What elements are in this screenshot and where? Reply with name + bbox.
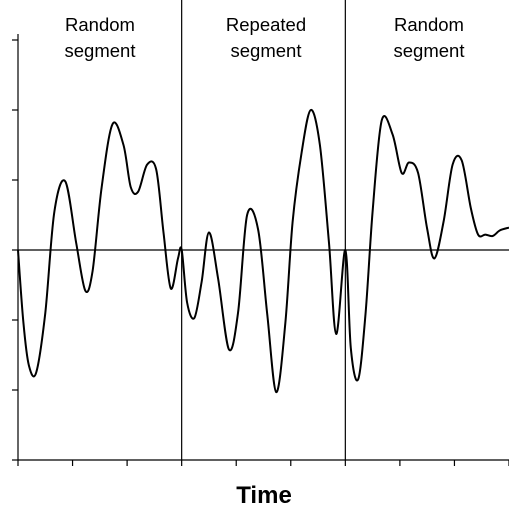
- series-line: [17, 109, 509, 394]
- segment-boundaries: [181, 0, 346, 460]
- segment-label-repeated-line1: Repeated: [226, 14, 306, 35]
- segment-label-repeated-line2: segment: [231, 40, 302, 61]
- segment-label-random-2-line1: Random: [394, 14, 464, 35]
- series: [17, 109, 509, 394]
- segment-label-random-1-line2: segment: [65, 40, 136, 61]
- segment-label-random-1-line1: Random: [65, 14, 135, 35]
- axes: [12, 34, 509, 466]
- segment-label-random-2-line2: segment: [394, 40, 465, 61]
- x-axis-label: Time: [236, 482, 292, 506]
- segment-labels: Random segment Repeated segment Random s…: [65, 14, 465, 61]
